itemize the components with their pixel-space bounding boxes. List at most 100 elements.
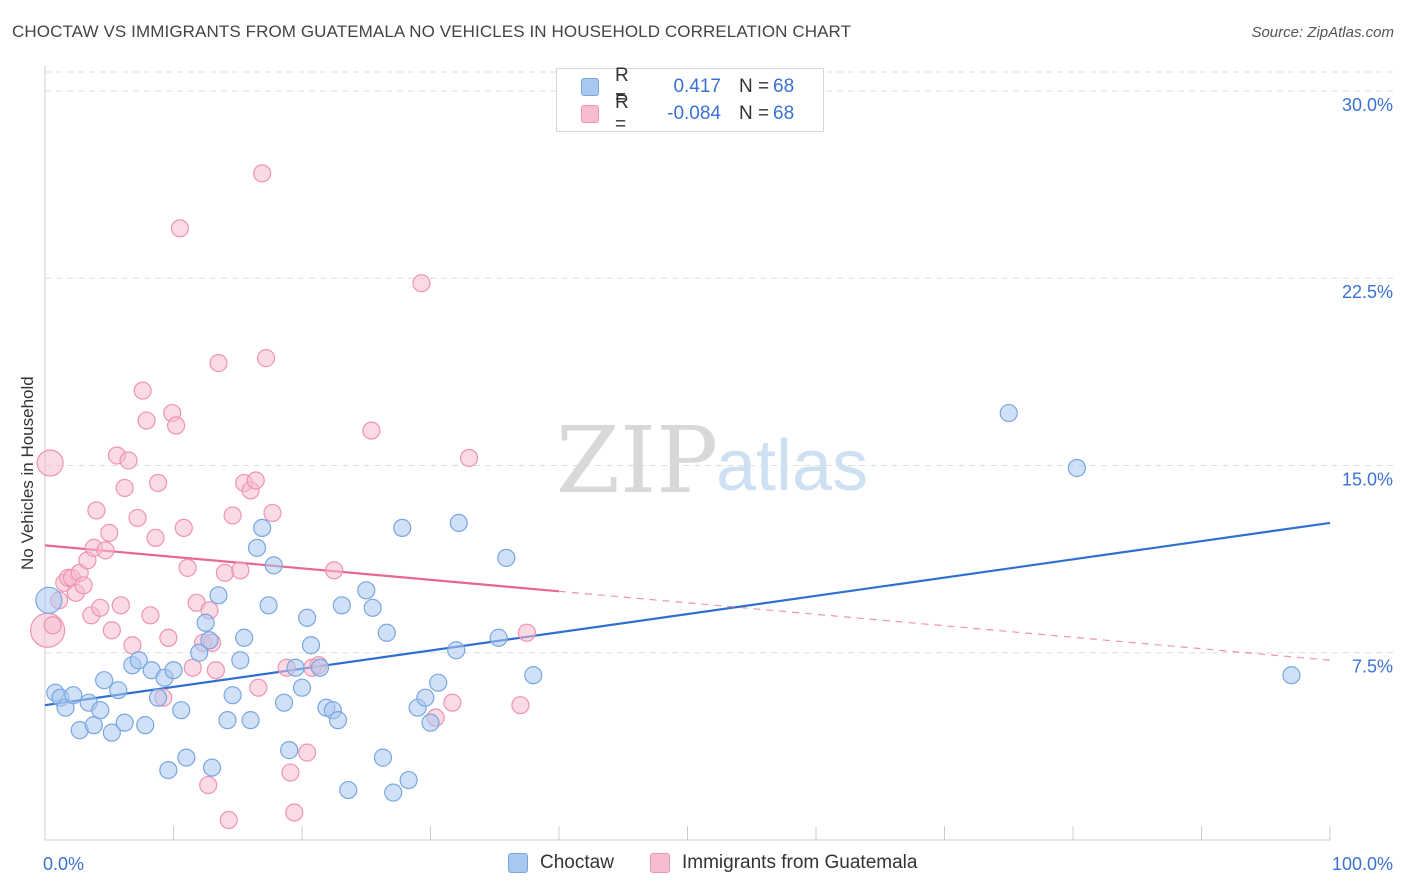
choctaw-point: [172, 701, 191, 720]
guatemala-point: [111, 596, 130, 615]
choctaw-point: [274, 693, 294, 712]
guatemala-point: [223, 506, 242, 525]
guatemala-point: [36, 449, 64, 477]
guatemala-point: [87, 501, 106, 520]
guatemala-point: [231, 561, 250, 580]
choctaw-point: [357, 581, 376, 600]
choctaw-point: [328, 711, 348, 730]
choctaw-point: [421, 713, 440, 732]
choctaw-point: [200, 631, 219, 650]
choctaw-point: [253, 518, 272, 538]
choctaw-point: [524, 666, 543, 685]
guatemala-point: [206, 661, 226, 680]
guatemala-point: [325, 561, 344, 580]
guatemala-point: [137, 411, 156, 430]
choctaw-point: [292, 678, 312, 697]
choctaw-point: [159, 760, 178, 780]
choctaw-point: [384, 783, 403, 802]
choctaw-point: [1067, 458, 1086, 478]
guatemala-point: [298, 743, 317, 762]
guatemala-point: [215, 563, 234, 582]
y-axis-label: No Vehicles in Household: [18, 376, 37, 570]
guatemala-trend-line: [44, 544, 560, 593]
choctaw-point: [84, 716, 103, 735]
choctaw-point: [280, 741, 299, 760]
guatemala-point: [246, 471, 265, 490]
guatemala-point: [249, 678, 268, 697]
legend-swatch-pink: [650, 853, 670, 873]
guatemala-point: [443, 693, 462, 712]
guatemala-point: [74, 576, 93, 595]
guatemala-point: [96, 541, 115, 560]
y-tick-label: 15.0%: [1342, 469, 1393, 489]
chart-title: CHOCTAW VS IMMIGRANTS FROM GUATEMALA NO …: [12, 22, 852, 41]
guatemala-point: [119, 451, 138, 470]
y-tick-label: 22.5%: [1342, 282, 1393, 302]
guatemala-point: [511, 696, 530, 715]
choctaw-point: [259, 596, 278, 615]
choctaw-point: [1282, 666, 1301, 685]
y-tick-label: 30.0%: [1342, 95, 1393, 115]
choctaw-point: [310, 658, 330, 677]
guatemala-point: [253, 164, 272, 183]
x-tick-label: 0.0%: [43, 854, 84, 874]
legend-item-guatemala: Immigrants from Guatemala: [650, 852, 917, 874]
choctaw-point: [339, 780, 358, 800]
n-value: 68: [773, 76, 795, 97]
choctaw-point: [164, 661, 183, 680]
guatemala-trend-line-dashed: [558, 590, 1331, 661]
choctaw-point: [999, 403, 1018, 423]
choctaw-point: [264, 556, 283, 575]
legend-row-guatemala: R = -0.084 N = 68: [581, 92, 794, 135]
legend-item-choctaw: Choctaw: [508, 852, 614, 874]
guatemala-point: [133, 381, 152, 400]
choctaw-point: [449, 513, 468, 533]
guatemala-point: [128, 508, 147, 528]
choctaw-point: [235, 628, 254, 647]
guatemala-point: [459, 448, 479, 468]
guatemala-point: [43, 616, 62, 635]
legend-swatch-blue: [508, 853, 528, 873]
legend-label-choctaw: Choctaw: [540, 852, 614, 873]
legend-row-choctaw: R = 0.417 N = 68: [581, 65, 795, 108]
choctaw-point: [202, 758, 222, 777]
guatemala-point: [91, 598, 110, 617]
guatemala-point: [166, 416, 186, 435]
legend-label-guatemala: Immigrants from Guatemala: [682, 852, 918, 873]
guatemala-point: [199, 775, 218, 795]
choctaw-point: [247, 538, 267, 557]
guatemala-point: [281, 763, 300, 782]
choctaw-point: [91, 701, 110, 720]
legend-swatch-pink: [581, 105, 599, 123]
guatemala-point: [146, 528, 165, 547]
n-label: N =: [739, 103, 770, 124]
choctaw-point: [447, 641, 466, 660]
choctaw-point: [136, 716, 155, 735]
chart-source: Source: ZipAtlas.com: [1251, 24, 1394, 41]
choctaw-point: [286, 658, 305, 677]
guatemala-point: [256, 349, 276, 368]
choctaw-point: [241, 711, 260, 730]
guatemala-point: [100, 523, 119, 542]
choctaw-point: [177, 748, 196, 767]
guatemala-point: [517, 623, 536, 642]
guatemala-point: [159, 628, 178, 647]
choctaw-point: [196, 613, 215, 632]
choctaw-point: [393, 518, 412, 538]
choctaw-point: [218, 711, 237, 730]
watermark-zip: ZIP: [556, 407, 718, 514]
guatemala-point: [102, 621, 121, 640]
x-tick-label: 100.0%: [1332, 854, 1393, 874]
watermark: ZIP atlas: [556, 407, 868, 514]
y-tick-label: 7.5%: [1352, 657, 1393, 677]
guatemala-point: [219, 810, 238, 830]
guatemala-point: [115, 478, 134, 498]
series-choctaw-points: [35, 403, 1301, 802]
r-label: R =: [615, 65, 629, 108]
guatemala-point: [263, 503, 282, 523]
choctaw-point: [373, 748, 393, 767]
guatemala-point: [178, 558, 197, 577]
choctaw-point: [416, 688, 435, 707]
series-legend: Choctaw Immigrants from Guatemala: [0, 852, 1406, 878]
